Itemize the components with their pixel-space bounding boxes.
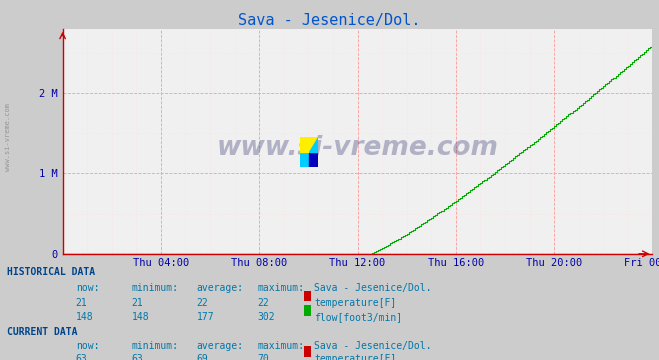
- Text: maximum:: maximum:: [257, 341, 304, 351]
- Polygon shape: [309, 137, 318, 152]
- Text: Sava - Jesenice/Dol.: Sava - Jesenice/Dol.: [314, 283, 432, 293]
- Text: flow[foot3/min]: flow[foot3/min]: [314, 312, 403, 322]
- Text: Sava - Jesenice/Dol.: Sava - Jesenice/Dol.: [239, 13, 420, 28]
- Text: CURRENT DATA: CURRENT DATA: [7, 327, 77, 337]
- Text: now:: now:: [76, 283, 100, 293]
- Text: temperature[F]: temperature[F]: [314, 354, 397, 360]
- Bar: [300, 137, 309, 152]
- Text: minimum:: minimum:: [132, 283, 179, 293]
- Text: Sava - Jesenice/Dol.: Sava - Jesenice/Dol.: [314, 341, 432, 351]
- Text: 21: 21: [76, 298, 88, 308]
- Text: 69: 69: [196, 354, 208, 360]
- Text: minimum:: minimum:: [132, 341, 179, 351]
- Text: 21: 21: [132, 298, 144, 308]
- Text: 63: 63: [76, 354, 88, 360]
- Text: 148: 148: [132, 312, 150, 322]
- Text: temperature[F]: temperature[F]: [314, 298, 397, 308]
- Text: www.si-vreme.com: www.si-vreme.com: [5, 103, 11, 171]
- Text: 63: 63: [132, 354, 144, 360]
- Text: now:: now:: [76, 341, 100, 351]
- Text: www.si-vreme.com: www.si-vreme.com: [217, 135, 498, 161]
- Bar: [300, 152, 309, 167]
- Text: 22: 22: [257, 298, 269, 308]
- Text: maximum:: maximum:: [257, 283, 304, 293]
- Text: average:: average:: [196, 283, 243, 293]
- Text: 302: 302: [257, 312, 275, 322]
- Text: HISTORICAL DATA: HISTORICAL DATA: [7, 267, 95, 277]
- Text: average:: average:: [196, 341, 243, 351]
- Text: 22: 22: [196, 298, 208, 308]
- Text: 177: 177: [196, 312, 214, 322]
- Text: 148: 148: [76, 312, 94, 322]
- Text: 70: 70: [257, 354, 269, 360]
- Polygon shape: [309, 137, 318, 152]
- Bar: [309, 152, 318, 167]
